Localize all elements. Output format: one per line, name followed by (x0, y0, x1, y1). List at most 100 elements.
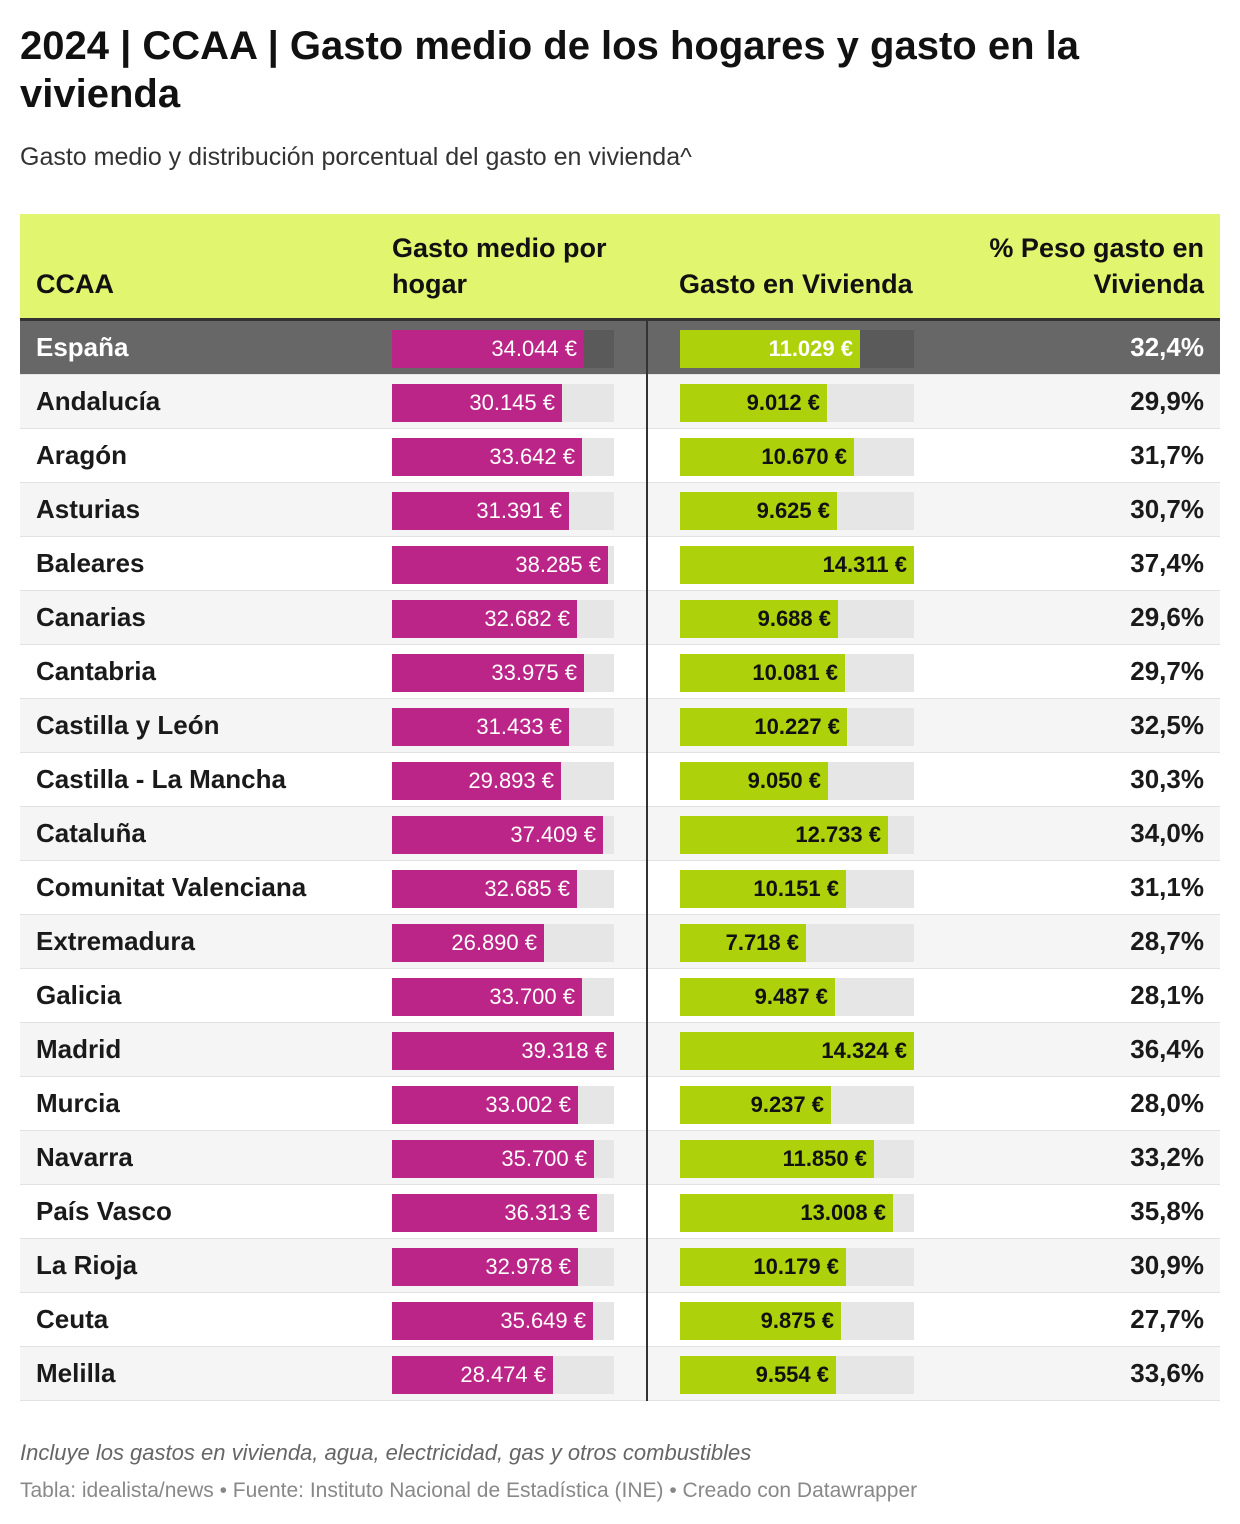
gasto-medio-value: 33.002 € (485, 1092, 571, 1117)
table-row: Canarias 32.682 € 9.688 € 29,6% (20, 591, 1220, 645)
peso-vivienda-value: 31,1% (1130, 872, 1204, 902)
vivienda-bar-track: 9.625 € (680, 492, 914, 530)
column-header-gasto-vivienda: Gasto en Vivienda (679, 269, 913, 299)
ccaa-name: Castilla - La Mancha (36, 764, 286, 794)
peso-vivienda-value: 31,7% (1130, 440, 1204, 470)
column-divider (646, 318, 648, 1401)
table-row: Comunitat Valenciana 32.685 € 10.151 € 31,1… (20, 861, 1220, 915)
gasto-medio-bar: 30.145 € (392, 384, 562, 422)
vivienda-bar-track: 11.029 € (680, 330, 914, 368)
gasto-vivienda-bar: 9.875 € (680, 1302, 841, 1340)
table-row: Aragón 33.642 € 10.670 € 31,7% (20, 429, 1220, 483)
gasto-medio-bar: 37.409 € (392, 816, 603, 854)
ccaa-name: Canarias (36, 602, 146, 632)
gasto-medio-value: 38.285 € (515, 552, 601, 577)
peso-vivienda-value: 29,9% (1130, 386, 1204, 416)
ccaa-name: Aragón (36, 440, 127, 470)
gasto-bar-track: 32.685 € (392, 870, 614, 908)
gasto-medio-bar: 35.649 € (392, 1302, 593, 1340)
gasto-medio-bar: 35.700 € (392, 1140, 594, 1178)
peso-vivienda-value: 33,2% (1130, 1142, 1204, 1172)
gasto-medio-bar: 33.975 € (392, 654, 584, 692)
gasto-vivienda-bar: 14.311 € (680, 546, 914, 584)
table-row: Castilla y León 31.433 € 10.227 € 32,5% (20, 699, 1220, 753)
ccaa-name: Galicia (36, 980, 122, 1010)
gasto-bar-track: 37.409 € (392, 816, 614, 854)
gasto-medio-value: 36.313 € (504, 1200, 590, 1225)
gasto-medio-bar: 38.285 € (392, 546, 608, 584)
gasto-vivienda-value: 12.733 € (795, 822, 881, 847)
gasto-medio-value: 30.145 € (469, 390, 555, 415)
gasto-vivienda-value: 11.029 € (768, 336, 853, 361)
table-row: Navarra 35.700 € 11.850 € 33,2% (20, 1131, 1220, 1185)
gasto-medio-bar: 31.391 € (392, 492, 569, 530)
gasto-medio-bar: 29.893 € (392, 762, 561, 800)
table-row: Ceuta 35.649 € 9.875 € 27,7% (20, 1293, 1220, 1347)
gasto-medio-value: 34.044 € (491, 336, 577, 361)
gasto-medio-value: 31.433 € (476, 714, 562, 739)
vivienda-bar-track: 9.554 € (680, 1356, 914, 1394)
peso-vivienda-value: 35,8% (1130, 1196, 1204, 1226)
gasto-vivienda-value: 10.179 € (753, 1254, 839, 1279)
gasto-vivienda-value: 9.487 € (754, 984, 828, 1009)
peso-vivienda-value: 30,9% (1130, 1250, 1204, 1280)
peso-vivienda-value: 28,7% (1130, 926, 1204, 956)
gasto-vivienda-bar: 10.151 € (680, 870, 846, 908)
table-row: Cantabria 33.975 € 10.081 € 29,7% (20, 645, 1220, 699)
gasto-medio-value: 31.391 € (476, 498, 562, 523)
gasto-bar-track: 26.890 € (392, 924, 614, 962)
peso-vivienda-value: 37,4% (1130, 548, 1204, 578)
peso-vivienda-value: 34,0% (1130, 818, 1204, 848)
gasto-vivienda-bar: 13.008 € (680, 1194, 893, 1232)
gasto-vivienda-bar: 10.081 € (680, 654, 845, 692)
ccaa-name: Melilla (36, 1358, 116, 1388)
ccaa-name: Murcia (36, 1088, 120, 1118)
ccaa-name: Andalucía (36, 386, 161, 416)
gasto-medio-value: 35.700 € (501, 1146, 587, 1171)
peso-vivienda-value: 32,4% (1130, 332, 1204, 362)
gasto-vivienda-value: 14.324 € (821, 1038, 907, 1063)
gasto-medio-bar: 32.682 € (392, 600, 577, 638)
gasto-vivienda-value: 7.718 € (725, 930, 799, 955)
ccaa-name: Cataluña (36, 818, 146, 848)
peso-vivienda-value: 27,7% (1130, 1304, 1204, 1334)
source-line: Tabla: idealista/news • Fuente: Institut… (20, 1479, 918, 1502)
gasto-bar-track: 34.044 € (392, 330, 614, 368)
gasto-vivienda-value: 9.688 € (757, 606, 831, 631)
gasto-bar-track: 33.642 € (392, 438, 614, 476)
ccaa-name: Navarra (36, 1142, 133, 1172)
gasto-vivienda-value: 13.008 € (800, 1200, 886, 1225)
gasto-vivienda-bar: 9.012 € (680, 384, 827, 422)
gasto-vivienda-value: 14.311 € (822, 552, 907, 577)
vivienda-bar-track: 9.688 € (680, 600, 914, 638)
vivienda-bar-track: 9.050 € (680, 762, 914, 800)
gasto-vivienda-bar: 9.237 € (680, 1086, 831, 1124)
gasto-vivienda-value: 9.050 € (747, 768, 821, 793)
vivienda-bar-track: 10.670 € (680, 438, 914, 476)
column-header-gasto-medio: Gasto medio por hogar (392, 233, 607, 299)
peso-vivienda-value: 36,4% (1130, 1034, 1204, 1064)
gasto-bar-track: 35.649 € (392, 1302, 614, 1340)
gasto-vivienda-bar: 7.718 € (680, 924, 806, 962)
gasto-bar-track: 33.975 € (392, 654, 614, 692)
table-row: Madrid 39.318 € 14.324 € 36,4% (20, 1023, 1220, 1077)
gasto-medio-bar: 32.685 € (392, 870, 577, 908)
gasto-medio-value: 37.409 € (510, 822, 596, 847)
table-row: País Vasco 36.313 € 13.008 € 35,8% (20, 1185, 1220, 1239)
gasto-medio-bar: 36.313 € (392, 1194, 597, 1232)
gasto-medio-value: 33.975 € (491, 660, 577, 685)
gasto-medio-value: 33.642 € (489, 444, 575, 469)
gasto-vivienda-bar: 11.850 € (680, 1140, 874, 1178)
gasto-vivienda-bar: 9.554 € (680, 1356, 836, 1394)
column-header-ccaa: CCAA (36, 269, 114, 299)
vivienda-bar-track: 10.179 € (680, 1248, 914, 1286)
gasto-vivienda-bar: 14.324 € (680, 1032, 914, 1070)
vivienda-bar-track: 10.081 € (680, 654, 914, 692)
gasto-medio-bar: 26.890 € (392, 924, 544, 962)
gasto-medio-bar: 33.002 € (392, 1086, 578, 1124)
table-header: CCAA Gasto medio por hogar Gasto en Vivi… (20, 214, 1220, 321)
gasto-medio-bar: 33.700 € (392, 978, 582, 1016)
data-table: CCAA Gasto medio por hogar Gasto en Vivi… (20, 214, 1220, 1401)
gasto-medio-value: 32.682 € (484, 606, 570, 631)
ccaa-name: Comunitat Valenciana (36, 872, 307, 902)
